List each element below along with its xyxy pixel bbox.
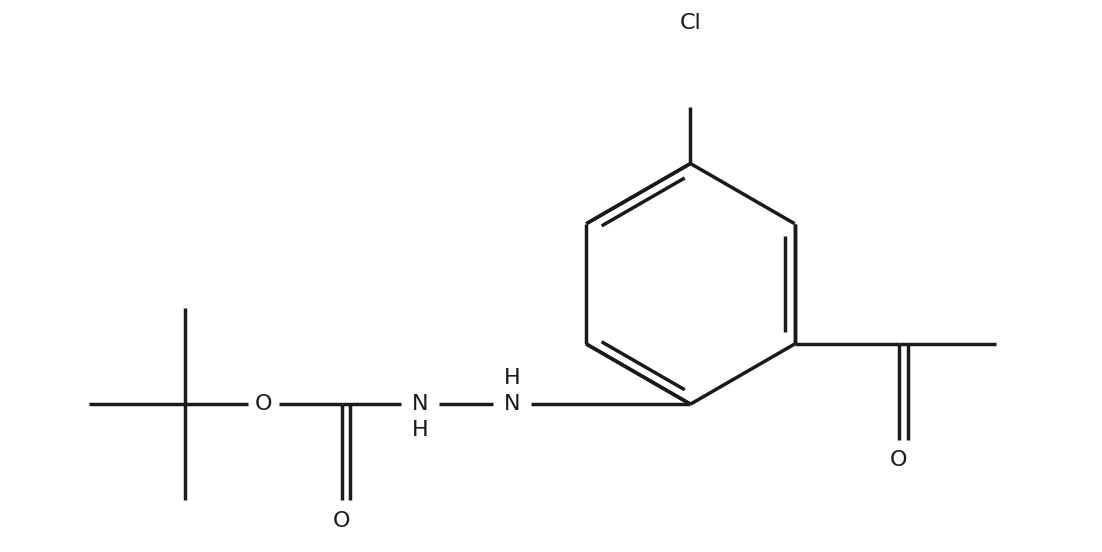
Text: O: O xyxy=(255,394,272,414)
Text: N: N xyxy=(412,394,429,414)
Text: H: H xyxy=(412,420,429,440)
Text: O: O xyxy=(890,450,908,470)
Text: N: N xyxy=(504,394,520,414)
Text: Cl: Cl xyxy=(680,13,701,33)
Text: H: H xyxy=(504,368,520,388)
Text: O: O xyxy=(333,511,350,530)
